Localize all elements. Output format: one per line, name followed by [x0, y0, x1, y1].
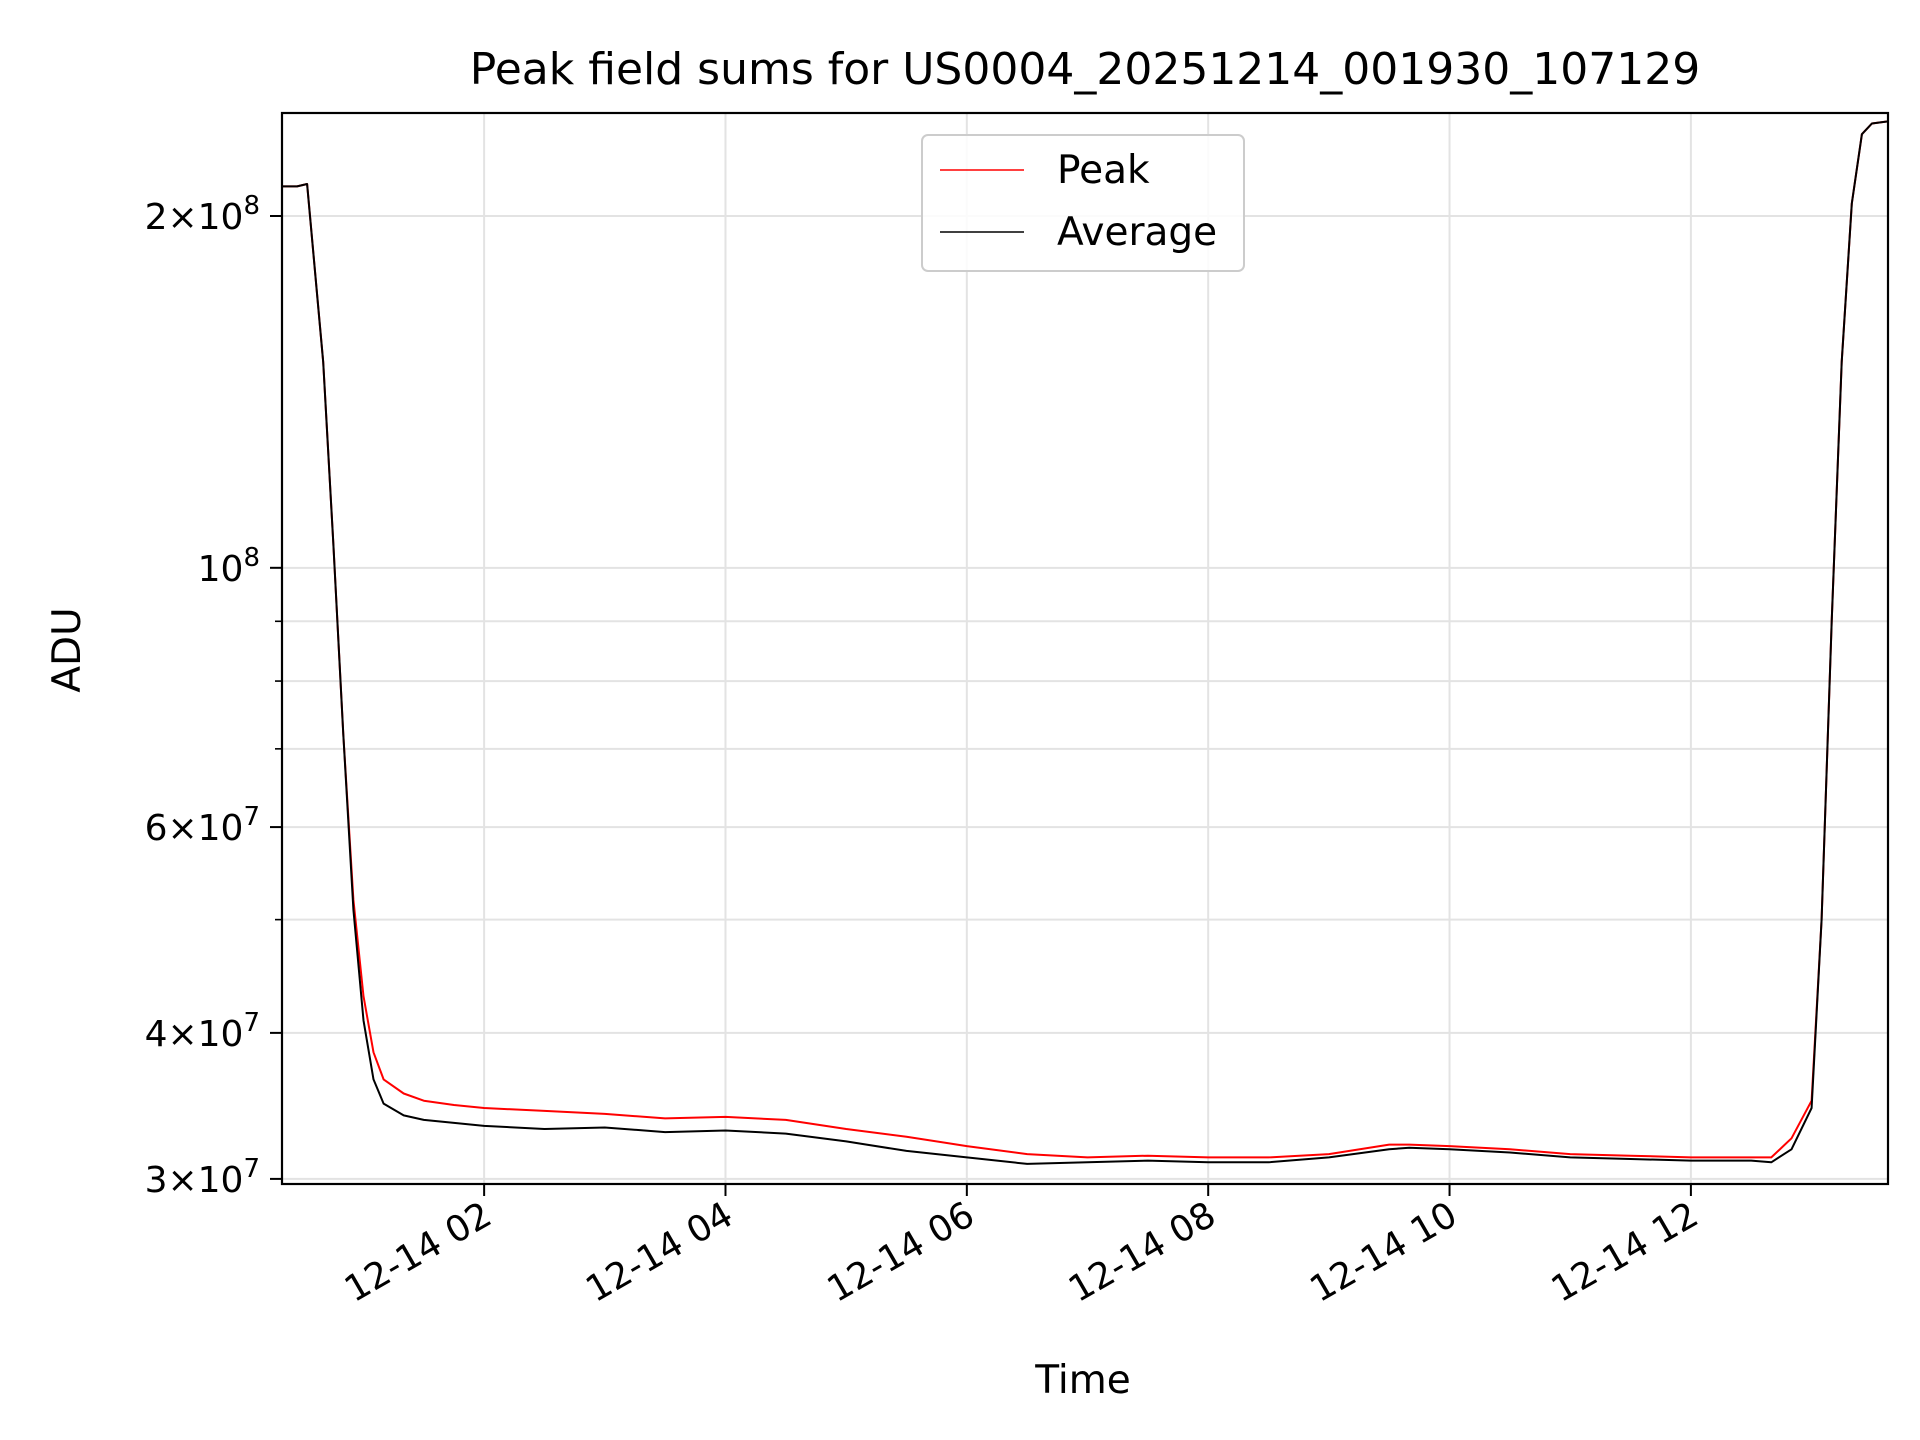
- plot-frame: [280, 111, 1890, 1186]
- legend-box: [921, 134, 1245, 272]
- y-tick-label: 3×107: [145, 1154, 260, 1201]
- series-layer: [283, 120, 1888, 1165]
- legend-label-peak: Peak: [1057, 148, 1150, 193]
- y-tick-label: 108: [198, 543, 260, 590]
- y-tick-label: 6×107: [145, 802, 260, 849]
- series-line-peak: [283, 120, 1888, 1159]
- series-line-average: [283, 120, 1888, 1165]
- x-axis-label: Time: [1034, 1358, 1130, 1403]
- chart-title: Peak field sums for US0004_20251214_0019…: [470, 44, 1700, 95]
- y-tick-label: 4×107: [145, 1008, 260, 1055]
- legend-label-average: Average: [1057, 210, 1217, 255]
- y-tick-label: 2×108: [145, 191, 260, 238]
- y-axis-label: ADU: [45, 607, 90, 692]
- legend: Peak Average: [921, 134, 1245, 272]
